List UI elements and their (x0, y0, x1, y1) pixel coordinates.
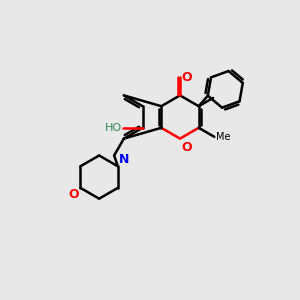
Text: Me: Me (216, 132, 230, 142)
Text: N: N (119, 153, 129, 166)
Text: O: O (69, 188, 79, 202)
Text: O: O (182, 71, 192, 84)
Text: HO: HO (104, 123, 122, 133)
Text: O: O (182, 141, 192, 154)
